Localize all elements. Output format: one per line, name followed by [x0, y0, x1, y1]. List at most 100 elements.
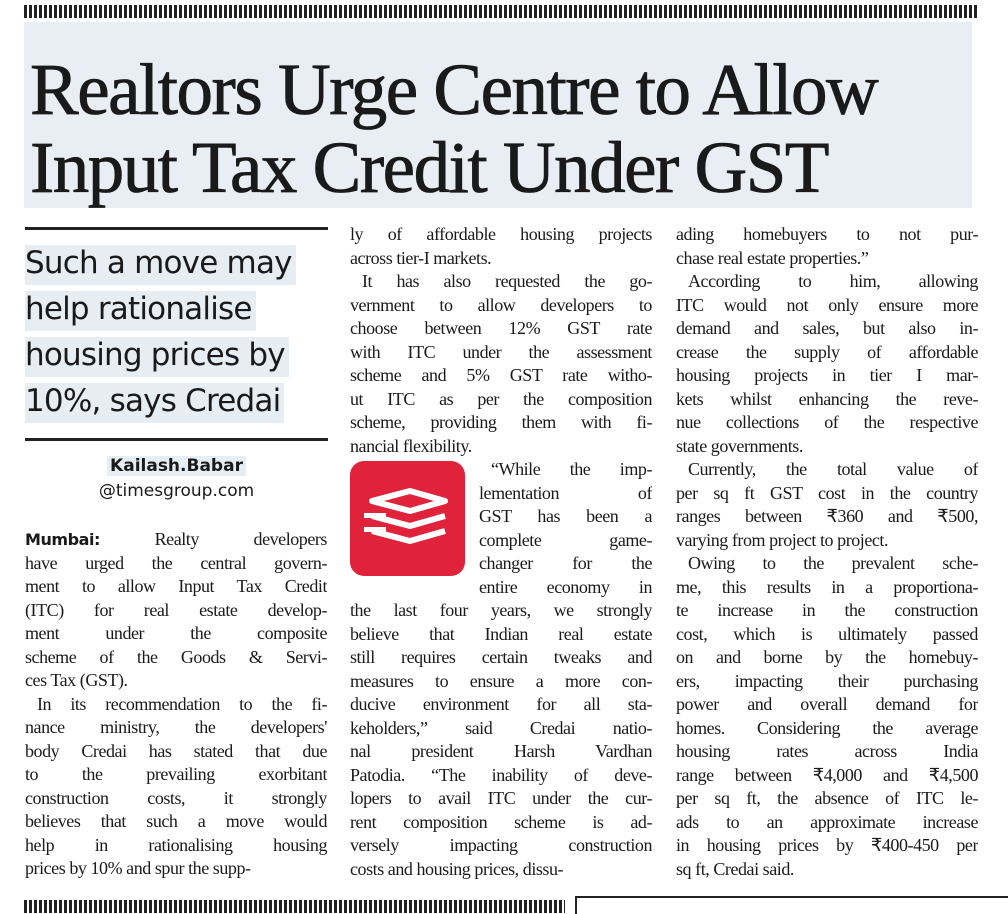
paragraph: ading homebuyers to not pur-chase real e…: [676, 223, 978, 270]
text-line: ducive environment for all sta-: [350, 693, 652, 717]
text-line: housing projects in tier I mar-: [676, 364, 978, 388]
text-line: lopers to avail ITC under the cur-: [350, 787, 652, 811]
text-line: According to him, allowing: [676, 270, 978, 294]
line-text: (ITC) for real estate develop-: [25, 599, 327, 620]
line-text: vernment to allow developers to: [350, 294, 652, 315]
deck-line: housing prices by: [25, 332, 315, 378]
text-line: ads to an approximate increase: [676, 811, 978, 835]
text-line: ers, impacting their purchasing: [676, 670, 978, 694]
line-text: Currently, the total value of: [688, 459, 978, 479]
text-line: vernment to allow developers to: [350, 294, 652, 318]
text-line: ranges between ₹360 and ₹500,: [676, 505, 978, 529]
line-text: per sq ft GST cost in the country: [676, 482, 978, 503]
line-text: ads to an approximate increase: [676, 811, 978, 832]
line-text: me, this results in a proportiona-: [676, 576, 978, 597]
text-line: entire economy in: [479, 576, 652, 600]
line-text: kets whilst enhancing the reve-: [676, 388, 978, 409]
line-text: believe that Indian real estate: [350, 623, 652, 644]
line-text: ITC would not only ensure more: [676, 294, 978, 315]
deck-text: Such a move may: [25, 245, 296, 285]
headline-line: Input Tax Credit Under GST: [30, 127, 830, 208]
line-text: construction costs, it strongly: [25, 787, 327, 808]
line-text: power and overall demand for: [676, 694, 978, 714]
column: ading homebuyers to not pur-chase real e…: [676, 223, 978, 881]
line-text: housing projects in tier I mar-: [676, 365, 978, 385]
text-line: nancial flexibility.: [350, 435, 652, 459]
line-text: measures to ensure a more con-: [350, 670, 652, 691]
author: Kailash.Babar: [107, 456, 246, 476]
text-line: In its recommendation to the fi-: [25, 693, 327, 717]
line-text: Realty developers: [154, 529, 327, 549]
text-line: rent composition scheme is ad-: [350, 811, 652, 835]
text-line: nue collections of the respective: [676, 411, 978, 435]
text-line: Currently, the total value of: [676, 458, 978, 482]
text-line: ly of affordable housing projects: [350, 223, 652, 247]
line-text: with ITC under the assessment: [350, 341, 652, 362]
paragraph: Owing to the prevalent sche-me, this res…: [676, 552, 978, 881]
text-line: me, this results in a proportiona-: [676, 576, 978, 600]
rule: [25, 438, 328, 441]
text-line: believe that Indian real estate: [350, 623, 652, 647]
top-strip: [24, 5, 978, 18]
text-line: help in rationalising housing: [25, 834, 327, 858]
line-text: homes. Considering the average: [676, 717, 978, 738]
line-text: to the prevailing exorbitant: [25, 764, 327, 784]
text-line: housing rates across India: [676, 740, 978, 764]
line-text: In its recommendation to the fi-: [37, 693, 327, 714]
line-text: help in rationalising housing: [25, 834, 327, 855]
line-text: ment under the composite: [25, 623, 327, 643]
text-line: ITC would not only ensure more: [676, 294, 978, 318]
text-line: complete game-: [479, 529, 652, 553]
line-text: ers, impacting their purchasing: [676, 670, 978, 691]
text-line: measures to ensure a more con-: [350, 670, 652, 694]
text-line: on and borne by the homebuy-: [676, 646, 978, 670]
text-line: changer for the: [479, 552, 652, 576]
line-text: across tier-I markets.: [350, 247, 492, 268]
text-line: per sq ft GST cost in the country: [676, 482, 978, 506]
line-text: lementation of: [479, 482, 652, 503]
line-text: Owing to the prevalent sche-: [688, 553, 978, 573]
line-text: crease the supply of affordable: [676, 341, 978, 362]
line-text: range between ₹4,000 and ₹4,500: [676, 764, 978, 785]
text-line: with ITC under the assessment: [350, 341, 652, 365]
line-text: lopers to avail ITC under the cur-: [350, 788, 652, 808]
text-line: choose between 12% GST rate: [350, 317, 652, 341]
handle: @timesgroup.com: [98, 481, 255, 501]
line-text: scheme of the Goods & Servi-: [25, 646, 327, 667]
text-line: keholders,” said Credai natio-: [350, 717, 652, 741]
line-text: scheme and 5% GST rate witho-: [350, 365, 652, 385]
line-text: “While the imp-: [491, 459, 652, 479]
text-line: sq ft, Credai said.: [676, 858, 978, 882]
text-line: state governments.: [676, 435, 978, 459]
text-line: (ITC) for real estate develop-: [25, 599, 327, 623]
line-text: varying from project to project.: [676, 529, 889, 550]
text-line: crease the supply of affordable: [676, 341, 978, 365]
text-line: in housing prices by ₹400-450 per: [676, 834, 978, 858]
text-line: lementation of: [479, 482, 652, 506]
text-line: homes. Considering the average: [676, 717, 978, 741]
paragraph: Currently, the total value of per sq ft G…: [676, 458, 978, 552]
line-text: prices by 10% and spur the supp-: [25, 858, 251, 878]
text-line: across tier-I markets.: [350, 247, 652, 271]
deck: Such a move may help rationalise housing p…: [25, 240, 315, 424]
paragraph: According to him, allowing ITC would not …: [676, 270, 978, 458]
line-text: ly of affordable housing projects: [350, 224, 652, 244]
line-text: changer for the: [479, 553, 652, 573]
line-text: choose between 12% GST rate: [350, 318, 652, 338]
text-line: te increase in the construction: [676, 599, 978, 623]
text-line: construction costs, it strongly: [25, 787, 327, 811]
line-text: nance ministry, the developers': [25, 717, 327, 737]
text-line: nance ministry, the developers': [25, 716, 327, 740]
frame-corner: [575, 896, 1008, 914]
text-line: ment to allow Input Tax Credit: [25, 575, 327, 599]
line-text: scheme, providing them with fi-: [350, 412, 652, 432]
text-line: chase real estate properties.”: [676, 247, 978, 271]
headline: Realtors Urge Centre to Allow Input Tax …: [24, 22, 972, 208]
deck-text: help rationalise: [25, 291, 256, 331]
line-text: ducive environment for all sta-: [350, 694, 652, 714]
line-text: versely impacting construction: [350, 835, 652, 855]
line-text: body Credai has stated that due: [25, 740, 327, 761]
paragraph: Mumbai: Realty developers have urged the …: [25, 528, 327, 693]
text-line: Mumbai: Realty developers: [25, 528, 327, 552]
text-line: have urged the central govern-: [25, 552, 327, 576]
